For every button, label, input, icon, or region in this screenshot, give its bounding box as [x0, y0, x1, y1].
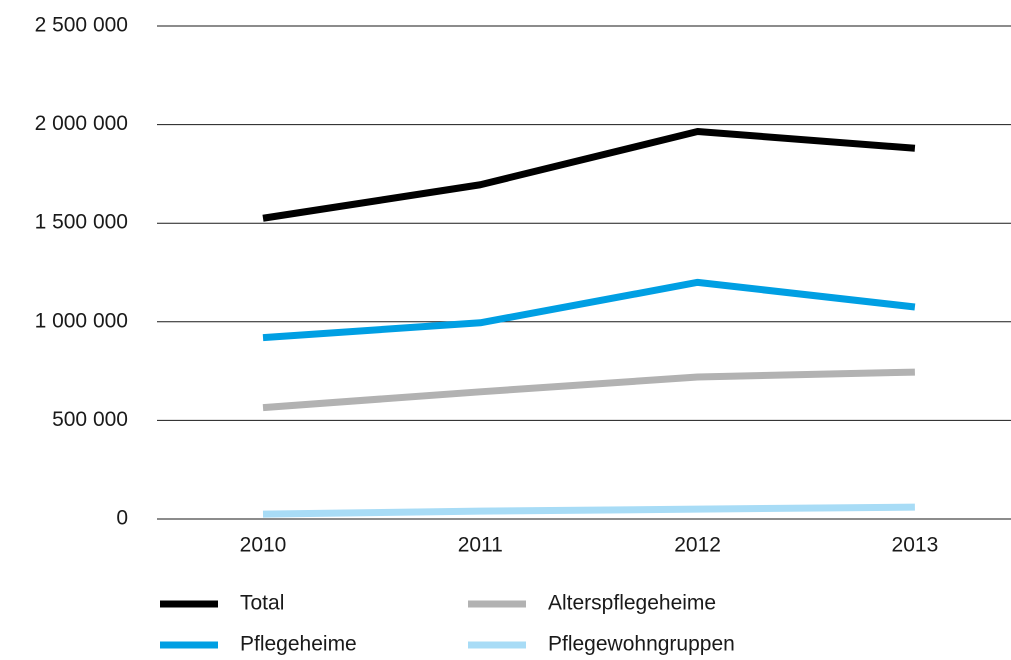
x-tick-label: 2012	[674, 534, 721, 557]
series-line	[262, 368, 915, 412]
y-tick-label: 2 500 000	[35, 14, 128, 37]
legend-label: Pflegewohngruppen	[548, 633, 735, 656]
y-tick-label: 0	[116, 507, 128, 530]
y-tick-label: 500 000	[52, 408, 128, 431]
series-line	[262, 503, 915, 518]
series-line	[262, 278, 916, 342]
x-tick-label: 2013	[892, 534, 939, 557]
series-line	[262, 128, 916, 222]
legend-label: Total	[240, 592, 284, 615]
legend-label: Pflegeheime	[240, 633, 357, 656]
y-tick-label: 1 000 000	[35, 309, 128, 332]
y-tick-label: 2 000 000	[35, 112, 128, 135]
legend-label: Alterspflegeheime	[548, 592, 716, 615]
x-tick-label: 2011	[458, 534, 503, 557]
x-tick-label: 2010	[240, 534, 287, 557]
y-tick-label: 1 500 000	[35, 211, 128, 234]
